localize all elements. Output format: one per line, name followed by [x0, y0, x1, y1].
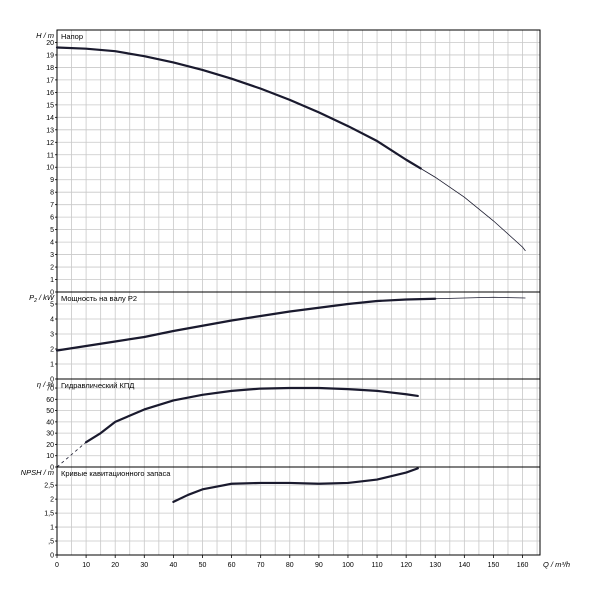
y-tick-label: 10 [46, 453, 54, 460]
y-tick-label: 10 [46, 165, 54, 172]
x-tick-label: 90 [315, 562, 323, 569]
panel-power: 0 1 2 3 4 5P2 / kW Мощность на валу P2 [29, 291, 541, 384]
curve-power-thin [435, 296, 526, 300]
curve-npsh-thick [172, 467, 419, 504]
y-tick-label: 0 [50, 290, 54, 297]
y-tick-label: 1 [50, 362, 54, 369]
y-tick-label: 2 [50, 347, 54, 354]
y-tick-label: 19 [46, 52, 54, 59]
y-tick-label: 12 [46, 140, 54, 147]
x-tick-label: 0 [55, 562, 59, 569]
y-tick-label: 9 [50, 177, 54, 184]
y-tick-label: 2,5 [44, 483, 54, 490]
y-axis-label: NPSH / m [21, 468, 54, 477]
panel-npsh: 0 ,5 1 1,5 2 2,5 NPSH / m Кривые кавитационного… [21, 466, 541, 560]
y-tick-label: 30 [46, 431, 54, 438]
y-tick-label: 13 [46, 127, 54, 134]
y-tick-label: 6 [50, 215, 54, 222]
x-tick-label: 50 [199, 562, 207, 569]
y-tick-label: 40 [46, 419, 54, 426]
y-tick-label: 5 [50, 227, 54, 234]
y-tick-label: 1 [50, 525, 54, 532]
y-tick-label: ,5 [48, 539, 54, 546]
panel-title: Гидравлический КПД [61, 381, 134, 390]
panel-efficiency: 0 10 20 30 40 50 60 70η / % Гидравлический КПД [37, 378, 541, 472]
y-tick-label: 0 [50, 553, 54, 560]
y-tick-label: 4 [50, 240, 54, 247]
x-tick-label: 140 [459, 562, 471, 569]
y-tick-label: 0 [50, 377, 54, 384]
y-tick-label: 3 [50, 252, 54, 259]
y-tick-label: 1,5 [44, 511, 54, 518]
curve-head-thick [55, 46, 422, 170]
y-tick-label: 2 [50, 265, 54, 272]
y-tick-label: 16 [46, 90, 54, 97]
y-tick-label: 11 [47, 152, 54, 159]
x-tick-label: 110 [371, 562, 382, 569]
panel-title: Кривые кавитационного запаса [61, 469, 171, 478]
curve-efficiency-dash [56, 441, 87, 468]
x-axis-label: Q / m³/h [543, 560, 570, 569]
y-axis-label: P2 / kW [29, 293, 55, 304]
y-tick-label: 3 [50, 332, 54, 339]
panel-title: Напор [61, 32, 83, 41]
y-tick-label: 18 [46, 65, 54, 72]
x-tick-label: 70 [257, 562, 265, 569]
y-tick-label: 60 [46, 397, 54, 404]
y-tick-label: 1 [50, 277, 54, 284]
x-tick-label: 120 [400, 562, 412, 569]
y-axis-label: η / % [37, 380, 54, 389]
y-tick-label: 0 [50, 465, 54, 472]
y-tick-label: 20 [46, 40, 54, 47]
x-tick-label: 80 [286, 562, 294, 569]
x-tick-label: 160 [517, 562, 529, 569]
curve-power-thick [55, 297, 437, 352]
x-tick-label: 130 [429, 562, 441, 569]
x-tick-label: 150 [488, 562, 500, 569]
y-axis-label: H / m [36, 31, 54, 40]
y-tick-label: 20 [46, 442, 54, 449]
x-axis: 0 10 20 30 40 50 60 70 80 90 100 110 120 130 140 150 160… [55, 555, 570, 569]
y-tick-label: 4 [50, 317, 54, 324]
y-tick-label: 15 [46, 102, 54, 109]
y-tick-label: 17 [46, 77, 54, 84]
x-tick-label: 20 [111, 562, 119, 569]
panel-title: Мощность на валу P2 [61, 294, 137, 303]
x-tick-label: 60 [228, 562, 236, 569]
y-tick-label: 5 [50, 302, 54, 309]
y-tick-label: 7 [50, 202, 54, 209]
x-tick-label: 30 [140, 562, 148, 569]
y-tick-label: 8 [50, 190, 54, 197]
y-tick-label: 50 [46, 408, 54, 415]
curve-efficiency-thick [85, 386, 419, 444]
x-tick-label: 10 [82, 562, 90, 569]
y-tick-label: 14 [46, 115, 54, 122]
x-tick-label: 40 [169, 562, 177, 569]
panel-frame [56, 466, 541, 556]
y-tick-label: 2 [50, 497, 54, 504]
x-tick-label: 100 [342, 562, 354, 569]
curve-head-thin [420, 168, 526, 252]
y-tick-label: 70 [46, 386, 54, 393]
